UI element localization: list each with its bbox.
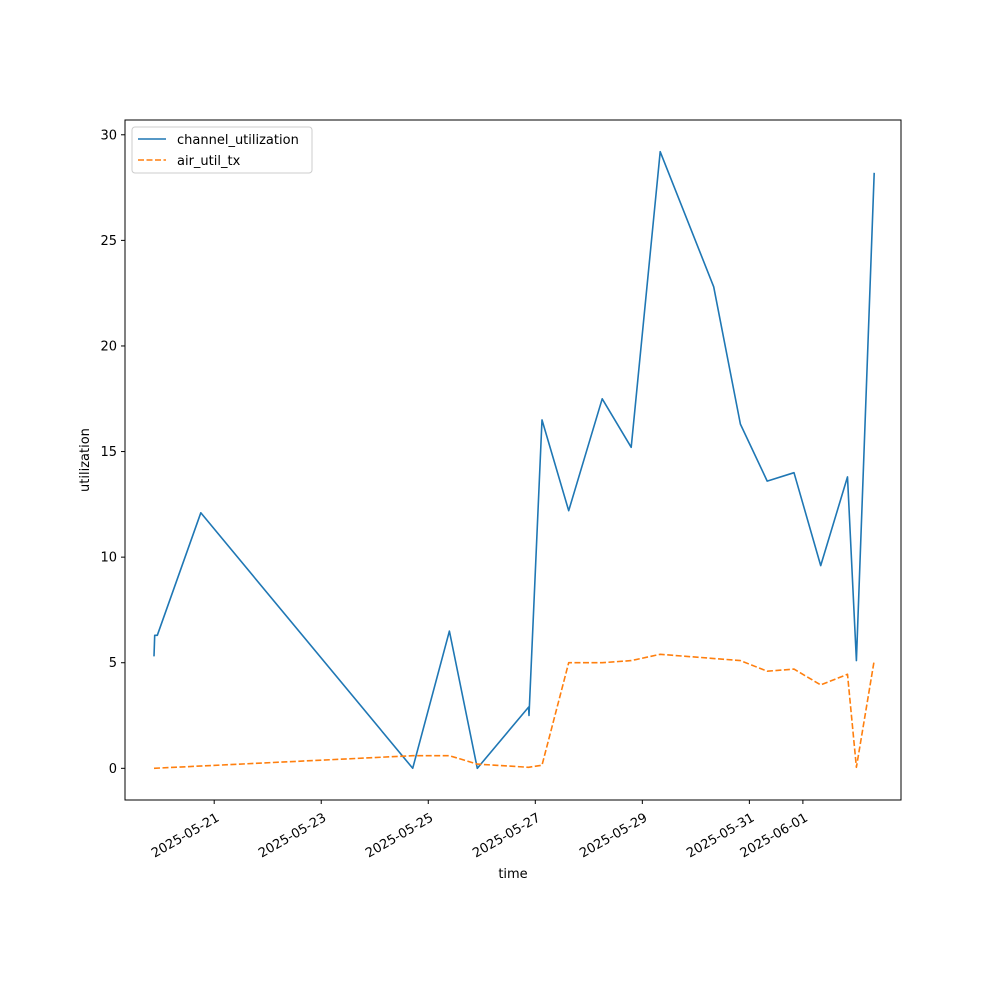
series-line-channel-utilization xyxy=(153,150,875,770)
y-tick-label: 0 xyxy=(109,762,117,777)
y-tick-label: 20 xyxy=(100,339,117,354)
y-tick-label: 15 xyxy=(100,445,117,460)
series-layer xyxy=(153,150,875,770)
legend-label-air-util-tx: air_util_tx xyxy=(177,154,241,169)
series-line-air-util-tx xyxy=(153,653,875,770)
legend: channel_utilization air_util_tx xyxy=(131,126,313,174)
y-tick-label: 25 xyxy=(100,234,117,249)
legend-label-channel-utilization: channel_utilization xyxy=(177,133,299,148)
y-tick-label: 5 xyxy=(109,656,117,671)
y-axis-ticks: 0 5 10 15 20 25 30 xyxy=(100,128,125,777)
x-axis-label: time xyxy=(498,867,527,882)
y-tick-label: 10 xyxy=(100,551,117,566)
y-axis-label: utilization xyxy=(78,428,93,492)
y-tick-label: 30 xyxy=(100,128,117,143)
legend-frame xyxy=(131,126,313,174)
plot-frame xyxy=(124,119,902,801)
